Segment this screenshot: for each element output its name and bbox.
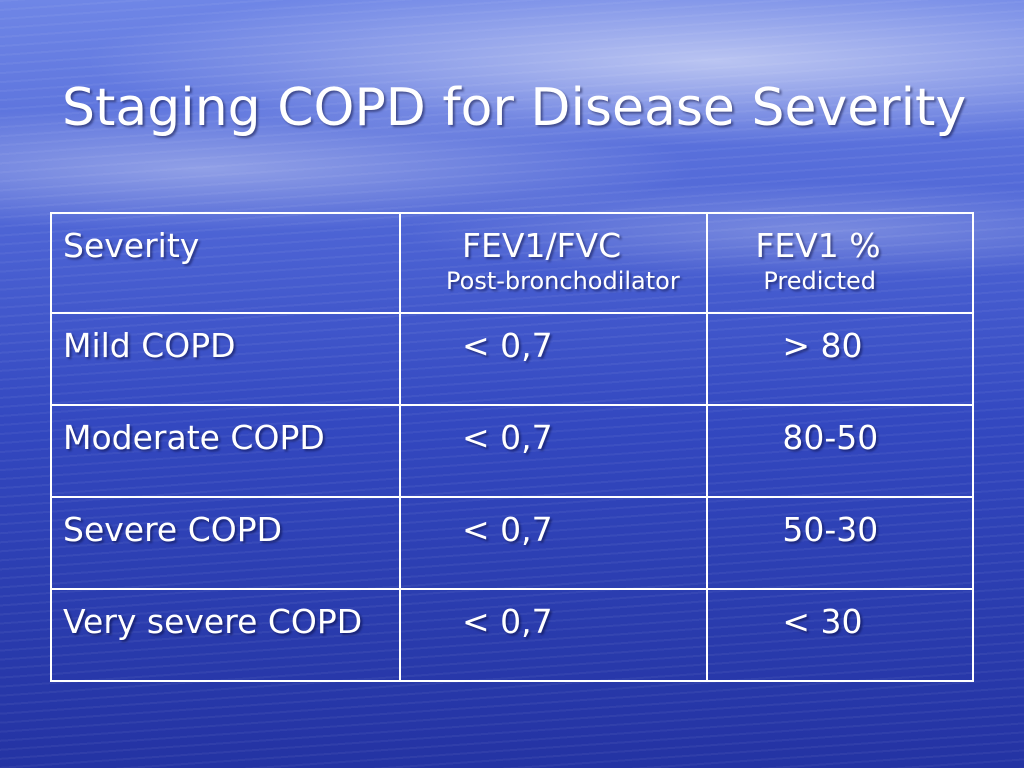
fev1-pct-value: 80-50	[782, 418, 879, 457]
severity-cell: Severe COPD	[49, 496, 402, 590]
fev1-fvc-value: < 0,7	[462, 602, 553, 641]
header-cell-severity: Severity	[49, 212, 402, 314]
fev1-pct-value: > 80	[782, 326, 863, 365]
table-row: Severe COPD < 0,7 50-30	[49, 496, 974, 590]
fev1-fvc-cell: < 0,7	[399, 496, 709, 590]
table-row: Mild COPD < 0,7 > 80	[49, 312, 974, 406]
fev1-fvc-value: < 0,7	[462, 418, 553, 457]
fev1-pct-cell: > 80	[706, 312, 974, 406]
fev1-pct-cell: 50-30	[706, 496, 974, 590]
fev1-fvc-value: < 0,7	[462, 510, 553, 549]
copd-severity-table: Severity FEV1/FVC Post-bronchodilator FE…	[49, 212, 974, 682]
header-fev1-pct-label: FEV1 %	[755, 226, 881, 265]
severity-value: Very severe COPD	[63, 602, 363, 641]
fev1-fvc-cell: < 0,7	[399, 312, 709, 406]
slide-title: Staging COPD for Disease Severity	[62, 78, 967, 138]
fev1-pct-value: 50-30	[782, 510, 879, 549]
header-fev1-pct-sublabel: Predicted	[763, 267, 877, 295]
fev1-pct-cell: 80-50	[706, 404, 974, 498]
fev1-pct-cell: < 30	[706, 588, 974, 682]
table-row: Very severe COPD < 0,7 < 30	[49, 588, 974, 682]
header-fev1-fvc-label: FEV1/FVC	[462, 226, 622, 265]
fev1-pct-value: < 30	[782, 602, 863, 641]
severity-cell: Moderate COPD	[49, 404, 402, 498]
header-cell-fev1-fvc: FEV1/FVC Post-bronchodilator	[399, 212, 709, 314]
table-row: Moderate COPD < 0,7 80-50	[49, 404, 974, 498]
header-fev1-fvc-sublabel: Post-bronchodilator	[446, 267, 680, 295]
fev1-fvc-value: < 0,7	[462, 326, 553, 365]
severity-cell: Mild COPD	[49, 312, 402, 406]
severity-value: Moderate COPD	[63, 418, 325, 457]
fev1-fvc-cell: < 0,7	[399, 404, 709, 498]
severity-value: Mild COPD	[63, 326, 236, 365]
severity-value: Severe COPD	[63, 510, 283, 549]
header-cell-fev1-pct: FEV1 % Predicted	[706, 212, 974, 314]
severity-cell: Very severe COPD	[49, 588, 402, 682]
table-header-row: Severity FEV1/FVC Post-bronchodilator FE…	[49, 212, 974, 314]
fev1-fvc-cell: < 0,7	[399, 588, 709, 682]
header-severity-label: Severity	[63, 226, 200, 265]
